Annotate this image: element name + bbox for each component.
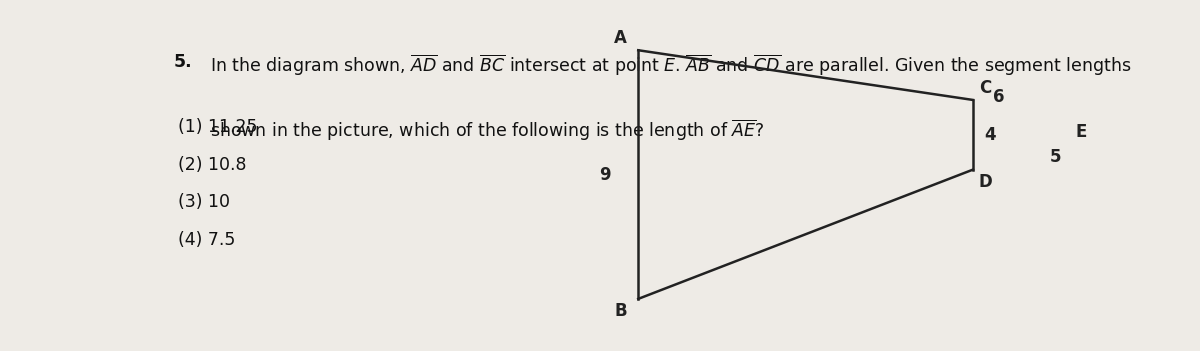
Text: 5.: 5.	[173, 53, 192, 71]
Text: 9: 9	[599, 166, 611, 184]
Text: (3) 10: (3) 10	[178, 193, 230, 211]
Text: A: A	[614, 29, 628, 47]
Text: shown in the picture, which of the following is the length of $\overline{AE}$?: shown in the picture, which of the follo…	[210, 118, 764, 143]
Text: E: E	[1075, 122, 1086, 140]
Text: C: C	[979, 79, 991, 97]
Text: B: B	[614, 302, 628, 320]
Text: 5: 5	[1049, 148, 1061, 166]
Text: 4: 4	[984, 126, 996, 144]
Text: (4) 7.5: (4) 7.5	[178, 231, 235, 249]
Text: D: D	[979, 173, 992, 191]
Text: (2) 10.8: (2) 10.8	[178, 155, 246, 174]
Text: (1) 11.25: (1) 11.25	[178, 118, 257, 136]
Text: 6: 6	[994, 88, 1004, 106]
Text: In the diagram shown, $\overline{AD}$ and $\overline{BC}$ intersect at point $E$: In the diagram shown, $\overline{AD}$ an…	[210, 53, 1132, 78]
